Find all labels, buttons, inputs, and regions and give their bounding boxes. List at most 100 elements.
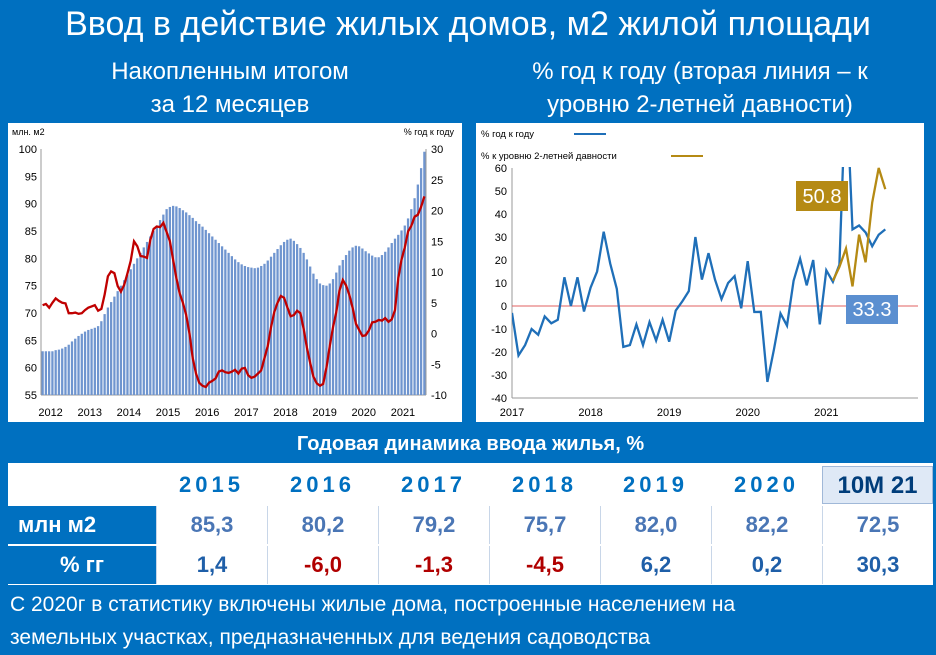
bar <box>70 341 74 395</box>
bar <box>279 245 282 395</box>
bar <box>61 348 64 395</box>
bar <box>165 209 168 395</box>
table-row-pct: % гг 1,4 -6,0 -1,3 -4,5 6,2 0,2 30,3 <box>8 546 933 584</box>
year-cell: 2018 <box>512 472 577 497</box>
bar <box>256 267 260 395</box>
bar <box>305 259 309 395</box>
bar <box>103 314 106 395</box>
line-series-2y <box>831 167 887 287</box>
bar <box>100 321 103 395</box>
bar <box>357 246 361 395</box>
legend-label-yoy: % год к году <box>481 129 534 140</box>
left-chart: млн. м2% год к году556065707580859095100… <box>12 127 454 419</box>
right-subtitle-line2: уровню 2-летней давности) <box>547 91 853 118</box>
year-cell-10m21: 10М 21 <box>822 466 933 504</box>
y-tick-label: -30 <box>491 370 507 382</box>
right-chart-panel: % год к году % к уровню 2-летней давности… <box>476 123 924 422</box>
y-tick-label: 20 <box>495 255 507 267</box>
table-years-row: 2015 2016 2017 2018 2019 2020 10М 21 <box>8 466 933 504</box>
x-tick-label: 2017 <box>234 407 258 419</box>
bar <box>142 247 145 395</box>
bar <box>51 351 54 395</box>
value-cell: 30,3 <box>822 546 933 584</box>
annotation-yoy: 33.3 <box>853 299 892 321</box>
bar <box>263 263 266 395</box>
y-tick-label: -20 <box>491 347 507 359</box>
bar <box>374 257 377 395</box>
x-tick-label: 2014 <box>117 407 141 419</box>
bar <box>416 184 419 395</box>
left-tick-label: 75 <box>25 281 37 293</box>
bar <box>328 283 331 395</box>
bar <box>309 266 312 395</box>
right-tick-label: 15 <box>431 236 443 248</box>
bar <box>185 212 188 395</box>
bar <box>230 256 234 395</box>
bar <box>273 252 276 395</box>
right-tick-label: 30 <box>431 144 443 156</box>
year-cell: 2016 <box>290 472 355 497</box>
right-tick-label: 20 <box>431 206 443 218</box>
bar <box>250 267 253 395</box>
y-tick-label: 30 <box>495 232 507 244</box>
y-tick-label: 60 <box>495 163 507 175</box>
bar <box>312 273 315 395</box>
bar <box>233 259 237 395</box>
left-tick-label: 80 <box>25 253 37 265</box>
bar <box>87 329 90 395</box>
x-tick-label: 2012 <box>38 407 62 419</box>
bar <box>325 285 328 395</box>
bar <box>393 238 397 395</box>
bar <box>318 283 322 395</box>
bar <box>110 302 113 395</box>
bar <box>211 236 214 395</box>
bar <box>282 241 286 395</box>
bar <box>178 208 181 395</box>
x-tick-label: 2019 <box>657 407 681 419</box>
bar <box>413 198 416 395</box>
value-cell: 82,2 <box>711 506 822 544</box>
x-tick-label: 2021 <box>391 407 415 419</box>
bar <box>286 239 289 395</box>
value-cell: 72,5 <box>822 506 933 544</box>
bar <box>410 209 413 395</box>
x-tick-label: 2013 <box>77 407 101 419</box>
bar <box>54 350 57 395</box>
x-tick-label: 2018 <box>273 407 297 419</box>
bar <box>194 221 198 395</box>
bar <box>335 272 338 395</box>
x-tick-label: 2021 <box>814 407 838 419</box>
value-cell: 80,2 <box>267 506 378 544</box>
bar <box>276 249 279 395</box>
table-header: Годовая динамика ввода жилья, % <box>8 425 933 463</box>
bar <box>48 351 51 395</box>
bar <box>322 285 325 395</box>
bar <box>419 168 423 395</box>
bar <box>214 239 217 395</box>
table-corner <box>8 466 156 504</box>
left-tick-label: 65 <box>25 335 37 347</box>
bar <box>168 206 172 395</box>
bar <box>83 331 87 395</box>
bar <box>44 351 48 395</box>
right-tick-label: 5 <box>431 298 437 310</box>
row-label-mln-m2: млн м2 <box>8 506 156 544</box>
bar <box>224 249 227 395</box>
bar <box>198 223 201 395</box>
footnote-line1: С 2020г в статистику включены жилые дома… <box>10 593 736 616</box>
bar <box>253 268 256 395</box>
y-tick-label: 50 <box>495 186 507 198</box>
bar <box>377 257 380 395</box>
bar <box>260 265 263 395</box>
y-tick-label: 10 <box>495 278 507 290</box>
left-subtitle-line1: Накопленным итогом <box>111 58 349 85</box>
right-tick-label: 10 <box>431 267 443 279</box>
bar <box>57 349 61 395</box>
bar <box>380 255 384 395</box>
value-cell: 75,7 <box>489 506 600 544</box>
bar <box>240 264 243 395</box>
bar <box>364 251 367 395</box>
right-subtitle-line1: % год к году (вторая линия – к <box>532 58 868 85</box>
bar <box>315 279 318 395</box>
bar <box>123 280 126 395</box>
